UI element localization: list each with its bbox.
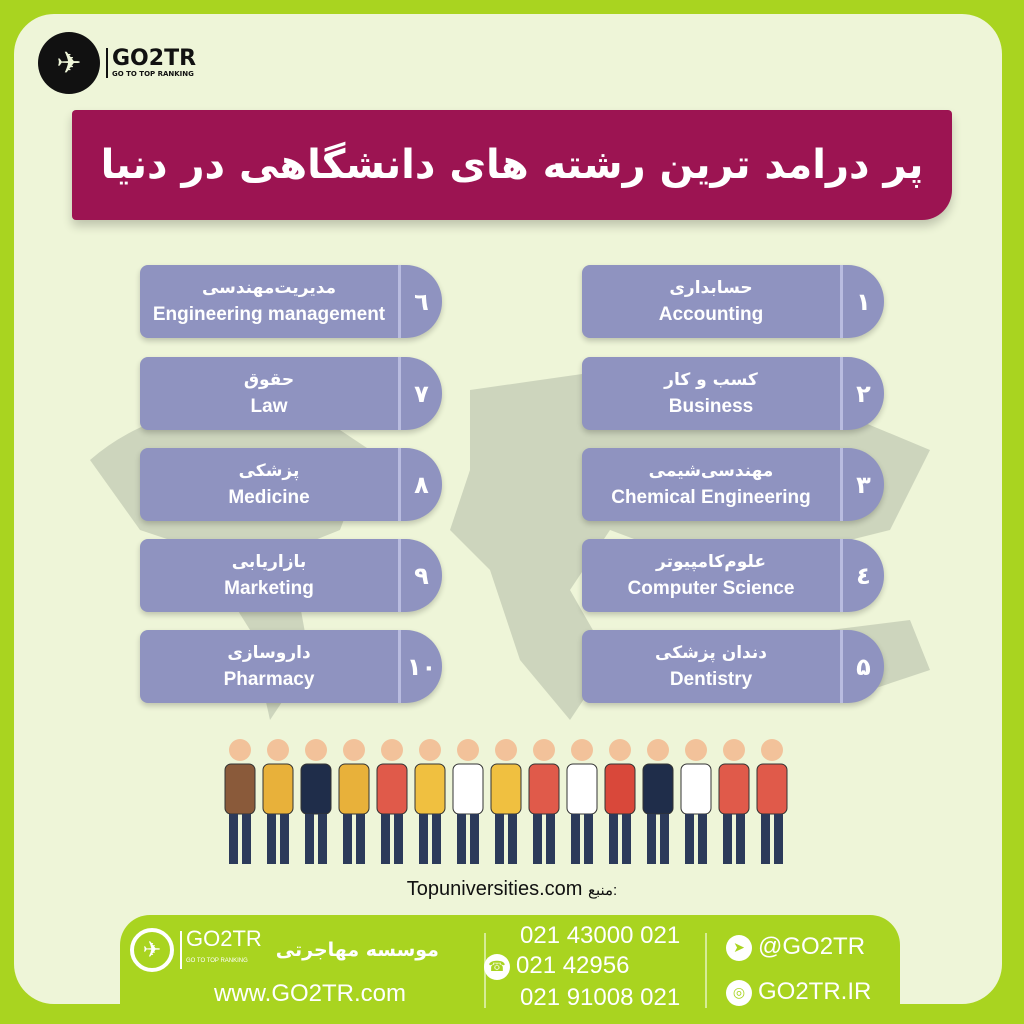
- rank-number: ۸: [398, 448, 442, 521]
- major-name-fa: داروسازی: [227, 642, 311, 663]
- rank-number: ٤: [840, 539, 884, 612]
- professionals-illustration: [224, 739, 788, 864]
- major-card: کسب و کار Business ۲: [582, 357, 884, 430]
- major-name-en: Chemical Engineering: [611, 486, 811, 508]
- person-figure: [224, 739, 256, 864]
- major-name-fa: حسابداری: [669, 277, 753, 298]
- person-figure: [756, 739, 788, 864]
- major-name-en: Engineering management: [152, 303, 386, 325]
- rank-number: ۷: [398, 357, 442, 430]
- major-name-fa: دندان پزشکی: [655, 642, 767, 663]
- instagram-handle[interactable]: GO2TR.IR: [758, 978, 872, 1005]
- major-name-fa: کسب و کار: [664, 369, 758, 390]
- phone-1[interactable]: 021 43000 021: [520, 922, 681, 949]
- person-figure: [680, 739, 712, 864]
- telegram-icon: ➤: [726, 934, 752, 961]
- website-link[interactable]: www.GO2TR.com: [214, 980, 407, 1007]
- source-line: Topuniversities.com منبع:: [0, 878, 1024, 901]
- major-name-en: Computer Science: [627, 577, 795, 599]
- major-name-en: Dentistry: [669, 668, 753, 690]
- brand-tagline: GO TO TOP RANKING: [112, 70, 194, 78]
- source-value[interactable]: Topuniversities.com: [406, 878, 583, 900]
- footer: [120, 915, 900, 1024]
- major-name-en: Medicine: [228, 486, 310, 508]
- major-name-en: Accounting: [658, 303, 764, 325]
- person-figure: [528, 739, 560, 864]
- person-figure: [414, 739, 446, 864]
- major-name-en: Business: [668, 395, 754, 417]
- person-figure: [718, 739, 750, 864]
- major-name-fa: علوم‌کامپیوتر: [656, 551, 766, 572]
- person-figure: [452, 739, 484, 864]
- major-card: علوم‌کامپیوتر Computer Science ٤: [582, 539, 884, 612]
- major-card: حقوق Law ۷: [140, 357, 442, 430]
- major-card: داروسازی Pharmacy ۱۰: [140, 630, 442, 703]
- page-title: پر درامد ترین رشته های دانشگاهی در دنیا: [72, 110, 952, 220]
- rank-number: ۱۰: [398, 630, 442, 703]
- rank-number: ۳: [840, 448, 884, 521]
- footer-brand: ✈ GO2TR GO TO TOP RANKING موسسه مهاجرتی: [130, 928, 439, 972]
- phone-2[interactable]: 021 42956: [516, 952, 630, 979]
- major-card: بازاریابی Marketing ۹: [140, 539, 442, 612]
- major-name-fa: حقوق: [243, 369, 295, 390]
- major-name-en: Marketing: [224, 577, 314, 599]
- person-figure: [376, 739, 408, 864]
- person-figure: [262, 739, 294, 864]
- major-name-fa: بازاریابی: [231, 551, 307, 572]
- rank-number: ٦: [398, 265, 442, 338]
- rank-number: ۱: [840, 265, 884, 338]
- instagram-icon: ◎: [726, 979, 752, 1006]
- person-figure: [642, 739, 674, 864]
- logo: ✈ GO2TR GO TO TOP RANKING: [38, 32, 196, 94]
- major-name-en: Pharmacy: [223, 668, 315, 690]
- rank-number: ۹: [398, 539, 442, 612]
- person-figure: [300, 739, 332, 864]
- major-card: حسابداری Accounting ۱: [582, 265, 884, 338]
- person-figure: [566, 739, 598, 864]
- footer-brand-name: GO2TR: [186, 926, 262, 951]
- major-name-fa: مدیریت‌مهندسی: [201, 277, 337, 298]
- person-figure: [490, 739, 522, 864]
- rank-number: ۵: [840, 630, 884, 703]
- footer-brand-tagline: GO TO TOP RANKING: [186, 958, 248, 964]
- person-figure: [604, 739, 636, 864]
- source-label: منبع:: [587, 882, 618, 899]
- major-name-fa: پزشکی: [238, 460, 300, 481]
- telegram-handle[interactable]: @GO2TR: [758, 933, 866, 960]
- major-name-fa: مهندسی‌شیمی: [648, 460, 774, 481]
- major-card: مدیریت‌مهندسی Engineering management ٦: [140, 265, 442, 338]
- major-card: مهندسی‌شیمی Chemical Engineering ۳: [582, 448, 884, 521]
- rank-number: ۲: [840, 357, 884, 430]
- major-card: پزشکی Medicine ۸: [140, 448, 442, 521]
- brand-name: GO2TR: [112, 46, 197, 71]
- person-figure: [338, 739, 370, 864]
- phone-3[interactable]: 021 91008 021: [520, 984, 681, 1011]
- major-name-en: Law: [250, 395, 288, 417]
- plane-logo-icon: ✈: [38, 32, 100, 94]
- institute-name: موسسه مهاجرتی: [275, 939, 439, 961]
- phone-icon: ☎: [484, 953, 510, 980]
- major-card: دندان پزشکی Dentistry ۵: [582, 630, 884, 703]
- plane-logo-icon: ✈: [130, 928, 174, 972]
